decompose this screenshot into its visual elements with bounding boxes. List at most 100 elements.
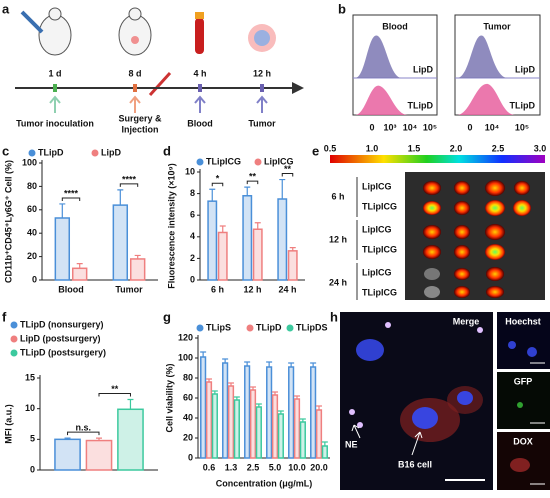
legend-marker <box>91 149 99 157</box>
legend-label: TLipD <box>38 147 64 157</box>
error-bar <box>219 225 226 233</box>
error-bar <box>228 382 234 386</box>
y-tick-label: 60 <box>27 204 37 214</box>
bar <box>54 438 81 471</box>
y-tick-label: 0 <box>188 452 193 462</box>
channel-label: DOX <box>513 436 533 446</box>
error-bar <box>211 390 218 394</box>
row-time: 12 h <box>329 234 347 244</box>
y-tick-label: 10 <box>185 166 195 176</box>
y-tick-label: 100 <box>22 157 37 167</box>
error-bar <box>64 437 71 440</box>
step-event: Injection <box>121 124 158 134</box>
x-tick-label: 10.0 <box>288 462 306 472</box>
bar <box>129 258 146 281</box>
panel-label: f <box>2 309 7 324</box>
flow-lower: TLipD <box>510 100 536 110</box>
row-label: LipICG <box>362 181 392 191</box>
error-bar <box>321 441 328 446</box>
error-bar <box>76 263 83 269</box>
x-tick-label: 6 h <box>211 284 224 294</box>
x-tick-label: 2.5 <box>247 462 260 472</box>
legend-label: TLipD (postsurgery) <box>20 347 106 357</box>
error-bar <box>310 362 317 367</box>
y-axis-label: Cell viability (%) <box>164 363 174 432</box>
panel-label: e <box>312 143 319 158</box>
y-tick-label: 80 <box>27 181 37 191</box>
panel-label: c <box>2 143 9 158</box>
bar <box>227 385 235 459</box>
y-tick-label: 60 <box>183 392 193 402</box>
bar <box>112 204 129 281</box>
legend-marker <box>28 149 36 157</box>
significance-label: **** <box>64 188 79 198</box>
step-event: Tumor inoculation <box>16 118 94 128</box>
schematic <box>15 7 304 113</box>
colorbar-tick-label: 1.5 <box>408 143 421 153</box>
flow-lower: TLipD <box>408 100 434 110</box>
y-tick-label: 40 <box>27 228 37 238</box>
flow-axis-label: 10⁴ <box>485 122 499 132</box>
y-tick-label: 6 <box>190 210 195 220</box>
legend-label: TLipD <box>256 322 282 332</box>
y-tick-label: 40 <box>183 412 193 422</box>
bar <box>271 394 279 459</box>
y-axis-label: CD11b⁺CD45⁺Ly6G⁺ Cell (%) <box>3 160 13 283</box>
x-tick-label: 20.0 <box>310 462 328 472</box>
bar <box>117 408 144 471</box>
bar <box>54 217 71 281</box>
row-time: 6 h <box>331 191 344 201</box>
panel-label: b <box>338 1 346 16</box>
legend-marker <box>10 335 18 343</box>
y-tick-label: 5 <box>30 434 35 444</box>
significance-label: ** <box>111 384 119 394</box>
row-label: LipICG <box>362 224 392 234</box>
y-tick-label: 0 <box>190 274 195 284</box>
significance-bracket <box>98 392 131 397</box>
colorbar-tick-label: 3.0 <box>534 143 547 153</box>
bar <box>321 445 328 459</box>
x-axis-label: Concentration (μg/mL) <box>216 478 313 488</box>
error-bar <box>250 386 256 390</box>
flow-upper: LipD <box>515 64 535 74</box>
colorbar-tick-label: 1.0 <box>366 143 379 153</box>
colorbar-tick-label: 0.5 <box>324 143 337 153</box>
bar <box>299 421 306 459</box>
bar <box>315 409 323 459</box>
legend-marker <box>246 324 254 332</box>
significance-bracket <box>281 173 294 177</box>
x-tick-label: 1.3 <box>225 462 238 472</box>
x-tick-label: 12 h <box>243 284 261 294</box>
legend-label: TLipICG <box>206 156 241 166</box>
significance-bracket <box>61 197 81 201</box>
significance-label: ** <box>284 164 292 174</box>
y-tick-label: 8 <box>190 188 195 198</box>
error-bar <box>244 186 251 196</box>
legend-marker <box>286 324 294 332</box>
error-bar <box>255 403 262 407</box>
legend-marker <box>196 158 204 166</box>
flow-title: Tumor <box>483 21 511 31</box>
error-bar <box>117 189 124 206</box>
bar <box>293 398 301 459</box>
significance-bracket <box>211 182 224 187</box>
error-bar <box>96 437 102 441</box>
significance-label: **** <box>122 174 137 184</box>
bar <box>71 267 88 281</box>
bar <box>266 366 273 459</box>
step-time: 8 d <box>128 68 141 78</box>
bar <box>205 381 213 459</box>
error-bar <box>127 398 134 410</box>
bar <box>277 198 288 281</box>
legend-label: TLipD (nonsurgery) <box>20 319 104 329</box>
bar <box>310 366 317 459</box>
channel-label: GFP <box>514 376 533 386</box>
significance-bracket <box>119 183 139 187</box>
colorbar-tick-label: 2.0 <box>450 143 463 153</box>
y-tick-label: 0 <box>32 274 37 284</box>
legend-label: TLipDS <box>296 322 328 332</box>
error-bar <box>288 362 295 367</box>
cell-annotation: B16 cell <box>398 459 432 469</box>
panel-label: g <box>163 309 171 324</box>
